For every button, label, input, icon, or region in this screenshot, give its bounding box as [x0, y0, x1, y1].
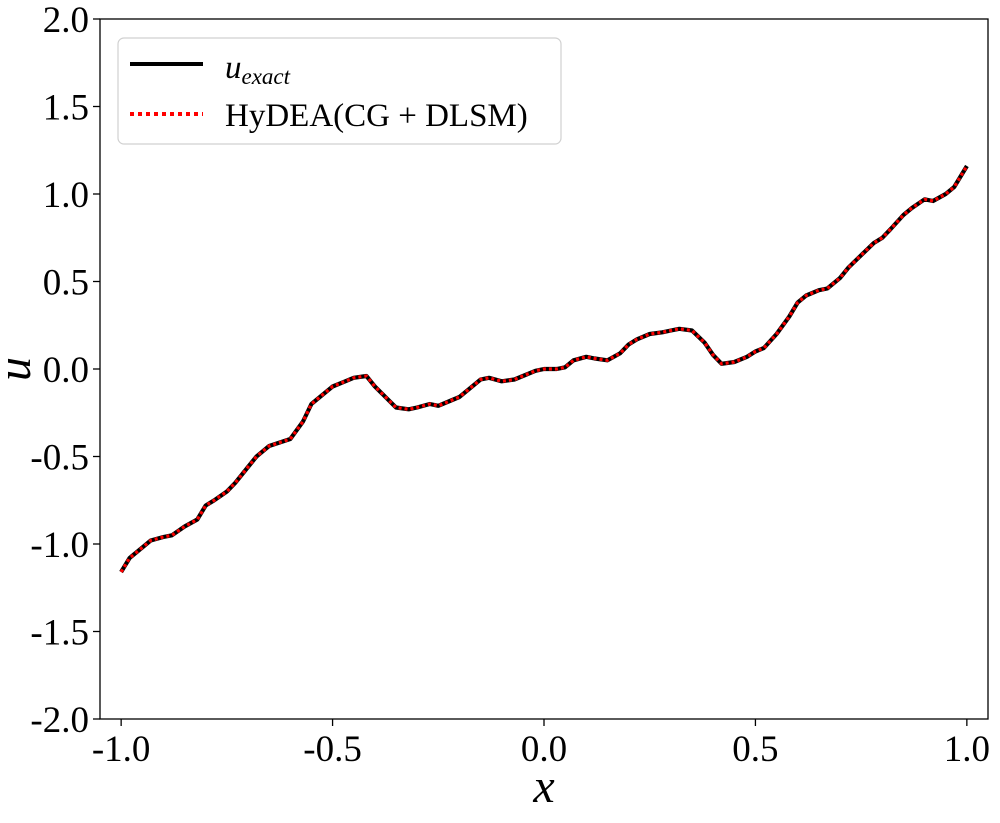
- y-tick-label: -1.5: [30, 613, 89, 654]
- y-tick-label: 0.0: [43, 350, 89, 391]
- x-axis-label: x: [532, 760, 554, 813]
- x-tick-label: -0.5: [303, 729, 362, 770]
- legend-label-exact-subscript: exact: [242, 64, 291, 89]
- y-tick-label: 1.5: [43, 88, 89, 129]
- y-tick-label: 0.5: [43, 263, 89, 304]
- x-tick-label: 0.5: [732, 729, 778, 770]
- legend-box: [117, 37, 562, 145]
- y-tick-label: -2.0: [30, 700, 89, 741]
- y-axis-label: u: [0, 357, 41, 381]
- y-tick-label: -1.0: [30, 525, 89, 566]
- legend-label-hydea: HyDEA(CG + DLSM): [225, 98, 528, 134]
- series-line-hydea: [119, 165, 969, 573]
- y-axis-ticks: -2.0 -1.5 -1.0 -0.5 0.0 0.5 1.0 1.5 2.0: [30, 0, 100, 741]
- x-tick-label: -1.0: [92, 729, 151, 770]
- legend-label-exact-main: u: [225, 50, 242, 86]
- x-tick-label: 1.0: [944, 729, 990, 770]
- series-layer: [119, 164, 969, 574]
- y-tick-label: 1.0: [43, 175, 89, 216]
- x-tick-label: 0.0: [521, 729, 567, 770]
- x-axis-ticks: -1.0 -0.5 0.0 0.5 1.0: [92, 719, 990, 770]
- y-tick-label: 2.0: [43, 0, 89, 41]
- legend-label-exact: uexact: [225, 50, 291, 89]
- y-tick-label: -0.5: [30, 438, 89, 479]
- legend: uexact HyDEA(CG + DLSM): [117, 37, 562, 145]
